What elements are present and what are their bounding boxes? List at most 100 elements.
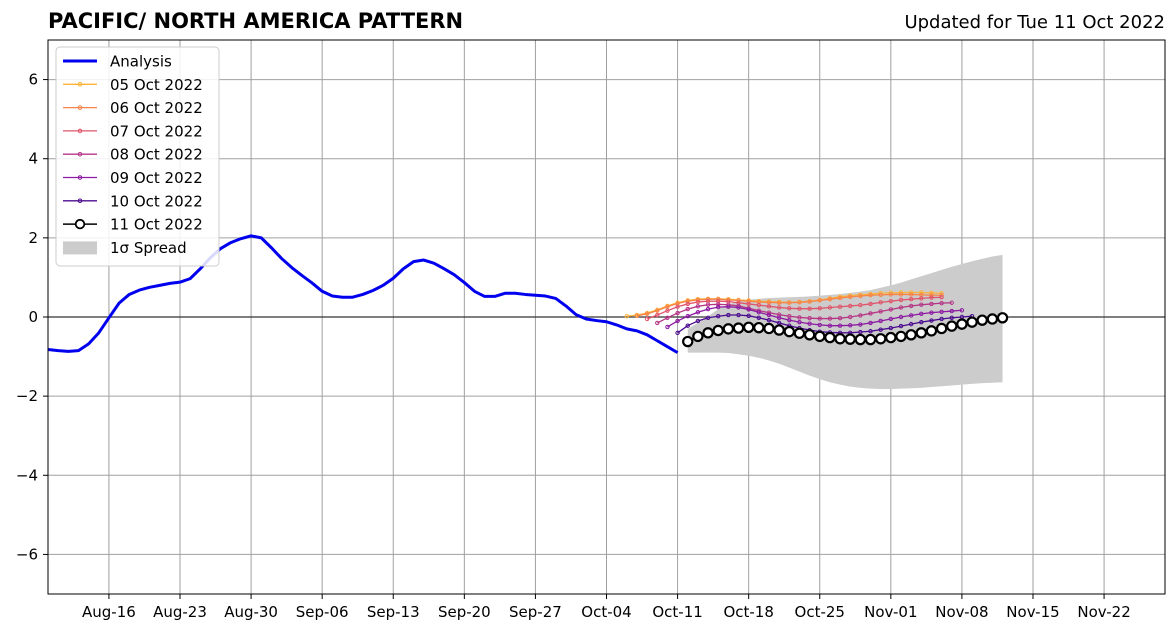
forecast-point xyxy=(929,310,934,315)
legend-swatch-marker xyxy=(77,82,83,87)
forecast-point xyxy=(919,290,924,295)
forecast-point xyxy=(939,316,944,322)
forecast-point xyxy=(695,299,701,305)
forecast-point xyxy=(797,300,802,305)
legend-label: 06 Oct 2022 xyxy=(110,99,203,117)
forecast-point xyxy=(675,304,680,309)
y-tick-label: 6 xyxy=(28,71,38,89)
x-tick-label: Oct-25 xyxy=(795,603,845,621)
x-tick-label: Aug-16 xyxy=(82,603,136,621)
forecast-point xyxy=(908,296,914,302)
forecast-point xyxy=(797,319,802,325)
forecast-point xyxy=(919,302,924,307)
forecast-point xyxy=(695,318,701,324)
x-tick-label: Nov-22 xyxy=(1077,603,1130,621)
forecast-point xyxy=(858,322,863,327)
forecast-point xyxy=(898,314,904,320)
forecast-point xyxy=(685,323,690,328)
forecast-point xyxy=(959,308,965,313)
forecast-point xyxy=(827,296,833,302)
forecast-series-08-oct-2022 xyxy=(655,300,954,326)
forecast-point xyxy=(807,315,812,321)
forecast-point xyxy=(787,314,792,319)
legend-label: 09 Oct 2022 xyxy=(110,169,203,187)
forecast-point xyxy=(756,310,762,315)
forecast-point xyxy=(736,305,741,310)
legend-swatch-marker xyxy=(77,198,83,204)
forecast-point xyxy=(705,315,711,320)
forecast-point xyxy=(732,322,745,334)
forecast-point xyxy=(898,292,904,297)
forecast-point xyxy=(655,312,660,318)
forecast-point xyxy=(817,316,822,321)
x-tick-label: Oct-04 xyxy=(581,603,631,621)
forecast-point xyxy=(935,322,948,335)
forecast-point xyxy=(878,327,883,332)
forecast-point xyxy=(665,324,670,330)
forecast-point xyxy=(929,293,934,298)
forecast-point xyxy=(797,306,802,311)
forecast-point xyxy=(939,309,944,315)
x-tick-label: Sep-27 xyxy=(509,603,562,621)
x-tick-label: Oct-18 xyxy=(723,603,773,621)
forecast-point xyxy=(807,321,812,326)
chart-subtitle: Updated for Tue 11 Oct 2022 xyxy=(904,12,1165,33)
forecast-point xyxy=(844,333,856,345)
forecast-point xyxy=(898,305,904,310)
forecast-point xyxy=(655,308,660,313)
forecast-point xyxy=(787,317,792,323)
forecast-point xyxy=(848,294,853,300)
forecast-point xyxy=(716,314,721,319)
forecast-point xyxy=(702,327,714,339)
forecast-point xyxy=(908,292,914,297)
forecast-point xyxy=(807,306,812,311)
forecast-point xyxy=(905,329,917,341)
forecast-point xyxy=(797,315,802,320)
forecast-point xyxy=(793,327,806,339)
forecast-point xyxy=(726,312,731,318)
forecast-point xyxy=(929,295,934,300)
forecast-point xyxy=(848,314,853,320)
forecast-point xyxy=(878,300,883,305)
x-tick-label: Nov-01 xyxy=(864,603,917,621)
forecast-point xyxy=(858,313,863,318)
legend: Analysis 05 Oct 2022 06 Oct 2022 07 Oct 202… xyxy=(55,46,220,267)
spread-band xyxy=(687,254,1003,390)
y-tick-label: 4 xyxy=(28,150,38,168)
analysis-series-group xyxy=(47,234,679,354)
forecast-point xyxy=(834,333,846,345)
forecast-series-07-oct-2022 xyxy=(644,295,944,322)
y-tick-label: 0 xyxy=(28,308,38,326)
forecast-point xyxy=(695,304,701,309)
forecast-point xyxy=(858,293,863,299)
forecast-point xyxy=(692,330,704,343)
y-tick-label: −4 xyxy=(16,466,38,484)
legend-label: 05 Oct 2022 xyxy=(110,76,203,94)
forecast-point xyxy=(824,331,836,344)
forecast-point xyxy=(682,335,694,348)
legend-swatch-marker xyxy=(77,128,83,134)
forecast-point xyxy=(766,310,772,315)
forecast-point xyxy=(848,303,853,309)
forecast-point xyxy=(634,313,640,319)
legend-swatch-marker xyxy=(74,218,86,230)
forecast-point xyxy=(712,324,724,337)
forecast-point xyxy=(665,315,670,320)
forecast-point xyxy=(776,305,782,310)
forecast-point xyxy=(766,300,772,305)
legend-swatch-marker xyxy=(77,175,83,180)
forecast-point xyxy=(929,301,934,307)
forecast-point xyxy=(888,325,894,331)
analysis-line xyxy=(47,234,679,354)
forecast-point xyxy=(966,316,978,328)
forecast-point xyxy=(908,303,914,309)
forecast-point xyxy=(655,320,660,326)
legend-item-08-oct-2022: 08 Oct 2022 xyxy=(63,146,203,164)
forecast-point xyxy=(827,305,833,310)
forecast-point xyxy=(854,333,867,346)
forecast-point xyxy=(803,329,816,341)
forecast-point xyxy=(675,310,680,316)
legend-label: 1σ Spread xyxy=(110,239,187,257)
forecast-point xyxy=(898,323,904,329)
forecast-point xyxy=(675,318,680,324)
